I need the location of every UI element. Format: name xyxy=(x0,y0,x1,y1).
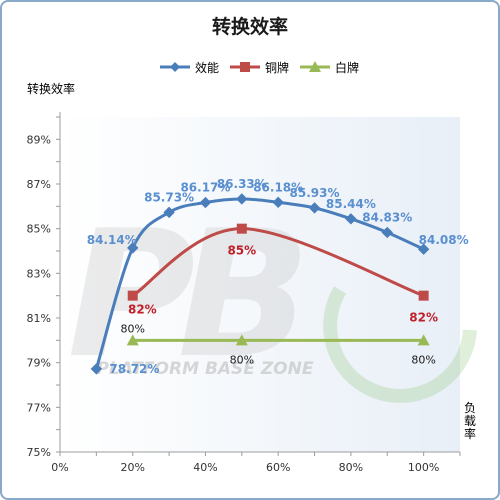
series-point xyxy=(163,206,175,219)
data-label: 80% xyxy=(121,322,145,335)
data-label: 78.72% xyxy=(109,362,159,376)
data-label: 85.73% xyxy=(144,190,194,204)
series-point xyxy=(417,334,430,346)
y-tick-label: 75% xyxy=(27,446,51,459)
data-label: 84.83% xyxy=(362,210,412,224)
x-axis-label-char: 载 xyxy=(464,414,476,428)
x-tick-label: 80% xyxy=(339,461,363,474)
data-label: 86.17% xyxy=(180,181,230,195)
series-line-0 xyxy=(94,197,425,370)
y-tick-label: 81% xyxy=(27,312,51,325)
watermark-text: PLATFORM BASE ZONE xyxy=(97,359,314,379)
series-point xyxy=(127,242,139,254)
legend-label: 效能 xyxy=(195,60,219,75)
series-point xyxy=(236,223,247,234)
y-tick-label: 77% xyxy=(27,401,51,414)
x-tick-label: 40% xyxy=(193,461,217,474)
data-label: 80% xyxy=(230,353,254,366)
data-labels: 78.72% 84.14% 85.73%86.17%86.33%86.18%85.9… xyxy=(87,177,469,376)
series-point xyxy=(308,202,321,214)
data-label: 82% xyxy=(128,303,157,317)
series-point xyxy=(381,226,393,239)
series-point xyxy=(272,196,284,209)
series-point xyxy=(417,243,430,255)
data-label: 85.93% xyxy=(290,186,340,200)
chart-title: 转换效率 xyxy=(212,15,288,38)
series-layer xyxy=(90,193,430,375)
legend: 效能 铜牌 白牌 xyxy=(160,60,359,75)
legend-label: 铜牌 xyxy=(265,60,289,75)
data-label: 84.14% xyxy=(87,233,137,247)
y-tick-label: 83% xyxy=(27,267,51,280)
x-tick-label: 60% xyxy=(266,461,290,474)
x-tick-label: 0% xyxy=(51,461,68,474)
legend-marker xyxy=(240,62,250,72)
data-label: 80% xyxy=(411,353,435,366)
plot-area xyxy=(60,117,460,452)
y-tick-label: 87% xyxy=(27,178,51,191)
data-label: 86.33% xyxy=(217,177,267,191)
y-tick-label: 89% xyxy=(27,133,51,146)
series-point xyxy=(236,193,248,205)
series-point xyxy=(418,290,429,301)
data-label: 86.18% xyxy=(253,180,303,194)
series-point xyxy=(345,213,357,225)
y-tick-label: 79% xyxy=(27,357,51,370)
x-axis-label-char: 率 xyxy=(464,426,476,441)
data-label: 84.08% xyxy=(419,233,469,247)
watermark-logo: PB xyxy=(67,194,300,397)
series-point xyxy=(199,196,212,209)
x-axis-label-char: 负 xyxy=(464,401,476,415)
series-point xyxy=(127,290,138,301)
series-point xyxy=(126,334,139,346)
legend-marker xyxy=(170,62,180,72)
data-label: 85.44% xyxy=(326,197,376,211)
series-line-1 xyxy=(131,227,425,298)
y-axis-label: 转换效率 xyxy=(27,81,75,96)
x-tick-label: 100% xyxy=(408,461,439,474)
series-point xyxy=(235,334,248,346)
legend-marker xyxy=(309,61,321,72)
series-point xyxy=(90,363,103,375)
data-label: 85% xyxy=(227,244,256,258)
x-axis-label: 负载率 xyxy=(464,401,476,441)
watermark-swoosh xyxy=(323,286,477,403)
data-label: 82% xyxy=(409,311,438,325)
axes: 75% 77% 79% 81% 83% 85% 87% 89% 0% 20% 40% 60% 80% 10… xyxy=(27,112,461,474)
legend-label: 白牌 xyxy=(335,60,359,75)
x-tick-label: 20% xyxy=(121,461,145,474)
y-tick-label: 85% xyxy=(27,223,51,236)
